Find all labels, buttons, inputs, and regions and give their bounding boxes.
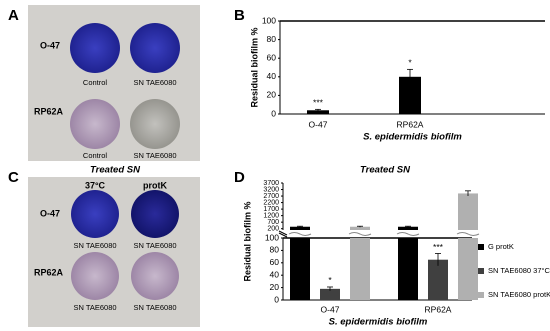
- y-tick-label: 20: [267, 90, 277, 100]
- panel-label: C: [8, 169, 19, 186]
- caption: SN TAE6080: [133, 151, 176, 160]
- chart-title: Treated SN: [360, 165, 411, 176]
- plate: [131, 252, 179, 300]
- caption: Control: [83, 151, 108, 160]
- significance: *: [328, 275, 332, 285]
- significance: ***: [433, 242, 444, 252]
- x-axis-title: S. epidermidis biofilm: [329, 317, 428, 328]
- x-tick-label: RP62A: [425, 304, 452, 314]
- y-axis-title: Residual biofilm %: [249, 27, 259, 107]
- y-tick-label: 200: [267, 226, 279, 233]
- plate: [71, 190, 119, 238]
- axis-break: [278, 232, 288, 238]
- caption: SN TAE6080: [133, 78, 176, 87]
- row-label: RP62A: [34, 267, 64, 277]
- y-tick-label: 60: [270, 257, 280, 267]
- legend-label: SN TAE6080 protK: [488, 290, 550, 299]
- bar: [307, 110, 329, 114]
- y-tick-label: 1700: [263, 206, 279, 213]
- caption: SN TAE6080: [73, 303, 116, 312]
- y-tick-label: 1200: [263, 212, 279, 219]
- legend-label: G protK: [488, 242, 514, 251]
- y-tick-label: 0: [271, 108, 276, 118]
- panel-label: D: [234, 169, 245, 186]
- bar-break: [288, 232, 312, 236]
- significance: *: [408, 58, 412, 68]
- plate: [130, 99, 180, 149]
- caption: Control: [83, 78, 108, 87]
- bar: [428, 259, 448, 300]
- legend-swatch: [478, 268, 484, 274]
- column-label: protK: [143, 180, 167, 190]
- row-label: O-47: [40, 208, 60, 218]
- caption: SN TAE6080: [73, 241, 116, 250]
- bar: [399, 76, 421, 114]
- caption: SN TAE6080: [133, 241, 176, 250]
- y-tick-label: 80: [270, 245, 280, 255]
- y-tick-label: 3700: [263, 180, 279, 187]
- x-axis-title: S. epidermidis biofilm: [363, 132, 462, 143]
- panel-label: B: [234, 7, 245, 24]
- axis-break: [278, 230, 288, 236]
- y-tick-label: 20: [270, 282, 280, 292]
- plate: [130, 23, 180, 73]
- y-tick-label: 700: [267, 219, 279, 226]
- plate: [71, 252, 119, 300]
- bar-break: [348, 232, 372, 236]
- bar: [458, 193, 478, 230]
- plate: [70, 23, 120, 73]
- bar: [290, 238, 310, 300]
- x-tick-label: O-47: [321, 304, 340, 314]
- y-tick-label: 0: [274, 294, 279, 304]
- bar: [350, 238, 370, 300]
- y-tick-label: 40: [267, 71, 277, 81]
- plate: [131, 190, 179, 238]
- y-axis-title: Residual biofilm %: [242, 201, 252, 281]
- bar: [350, 226, 370, 230]
- panel-label: A: [8, 7, 19, 24]
- row-label: O-47: [40, 40, 60, 50]
- row-label: RP62A: [34, 106, 64, 116]
- legend-label: SN TAE6080 37°C: [488, 266, 550, 275]
- y-tick-label: 60: [267, 52, 277, 62]
- bar: [458, 238, 478, 300]
- bar: [290, 226, 310, 230]
- y-tick-label: 80: [267, 34, 277, 44]
- y-tick-label: 100: [262, 15, 276, 25]
- x-tick-label: RP62A: [397, 119, 424, 129]
- plate: [70, 99, 120, 149]
- column-label: 37°C: [85, 180, 106, 190]
- y-tick-label: 2200: [263, 199, 279, 206]
- y-tick-label: 100: [265, 232, 279, 242]
- y-tick-label: 3200: [263, 186, 279, 193]
- y-tick-label: 40: [270, 269, 280, 279]
- caption: SN TAE6080: [133, 303, 176, 312]
- bar: [320, 288, 340, 300]
- x-tick-label: O-47: [309, 119, 328, 129]
- bar-break: [456, 232, 480, 236]
- significance: ***: [313, 98, 324, 108]
- legend-swatch: [478, 292, 484, 298]
- photo-title: Treated SN: [90, 165, 141, 176]
- bar-break: [396, 232, 420, 236]
- y-tick-label: 2700: [263, 193, 279, 200]
- bar: [398, 238, 418, 300]
- legend-swatch: [478, 244, 484, 250]
- bar: [398, 226, 418, 230]
